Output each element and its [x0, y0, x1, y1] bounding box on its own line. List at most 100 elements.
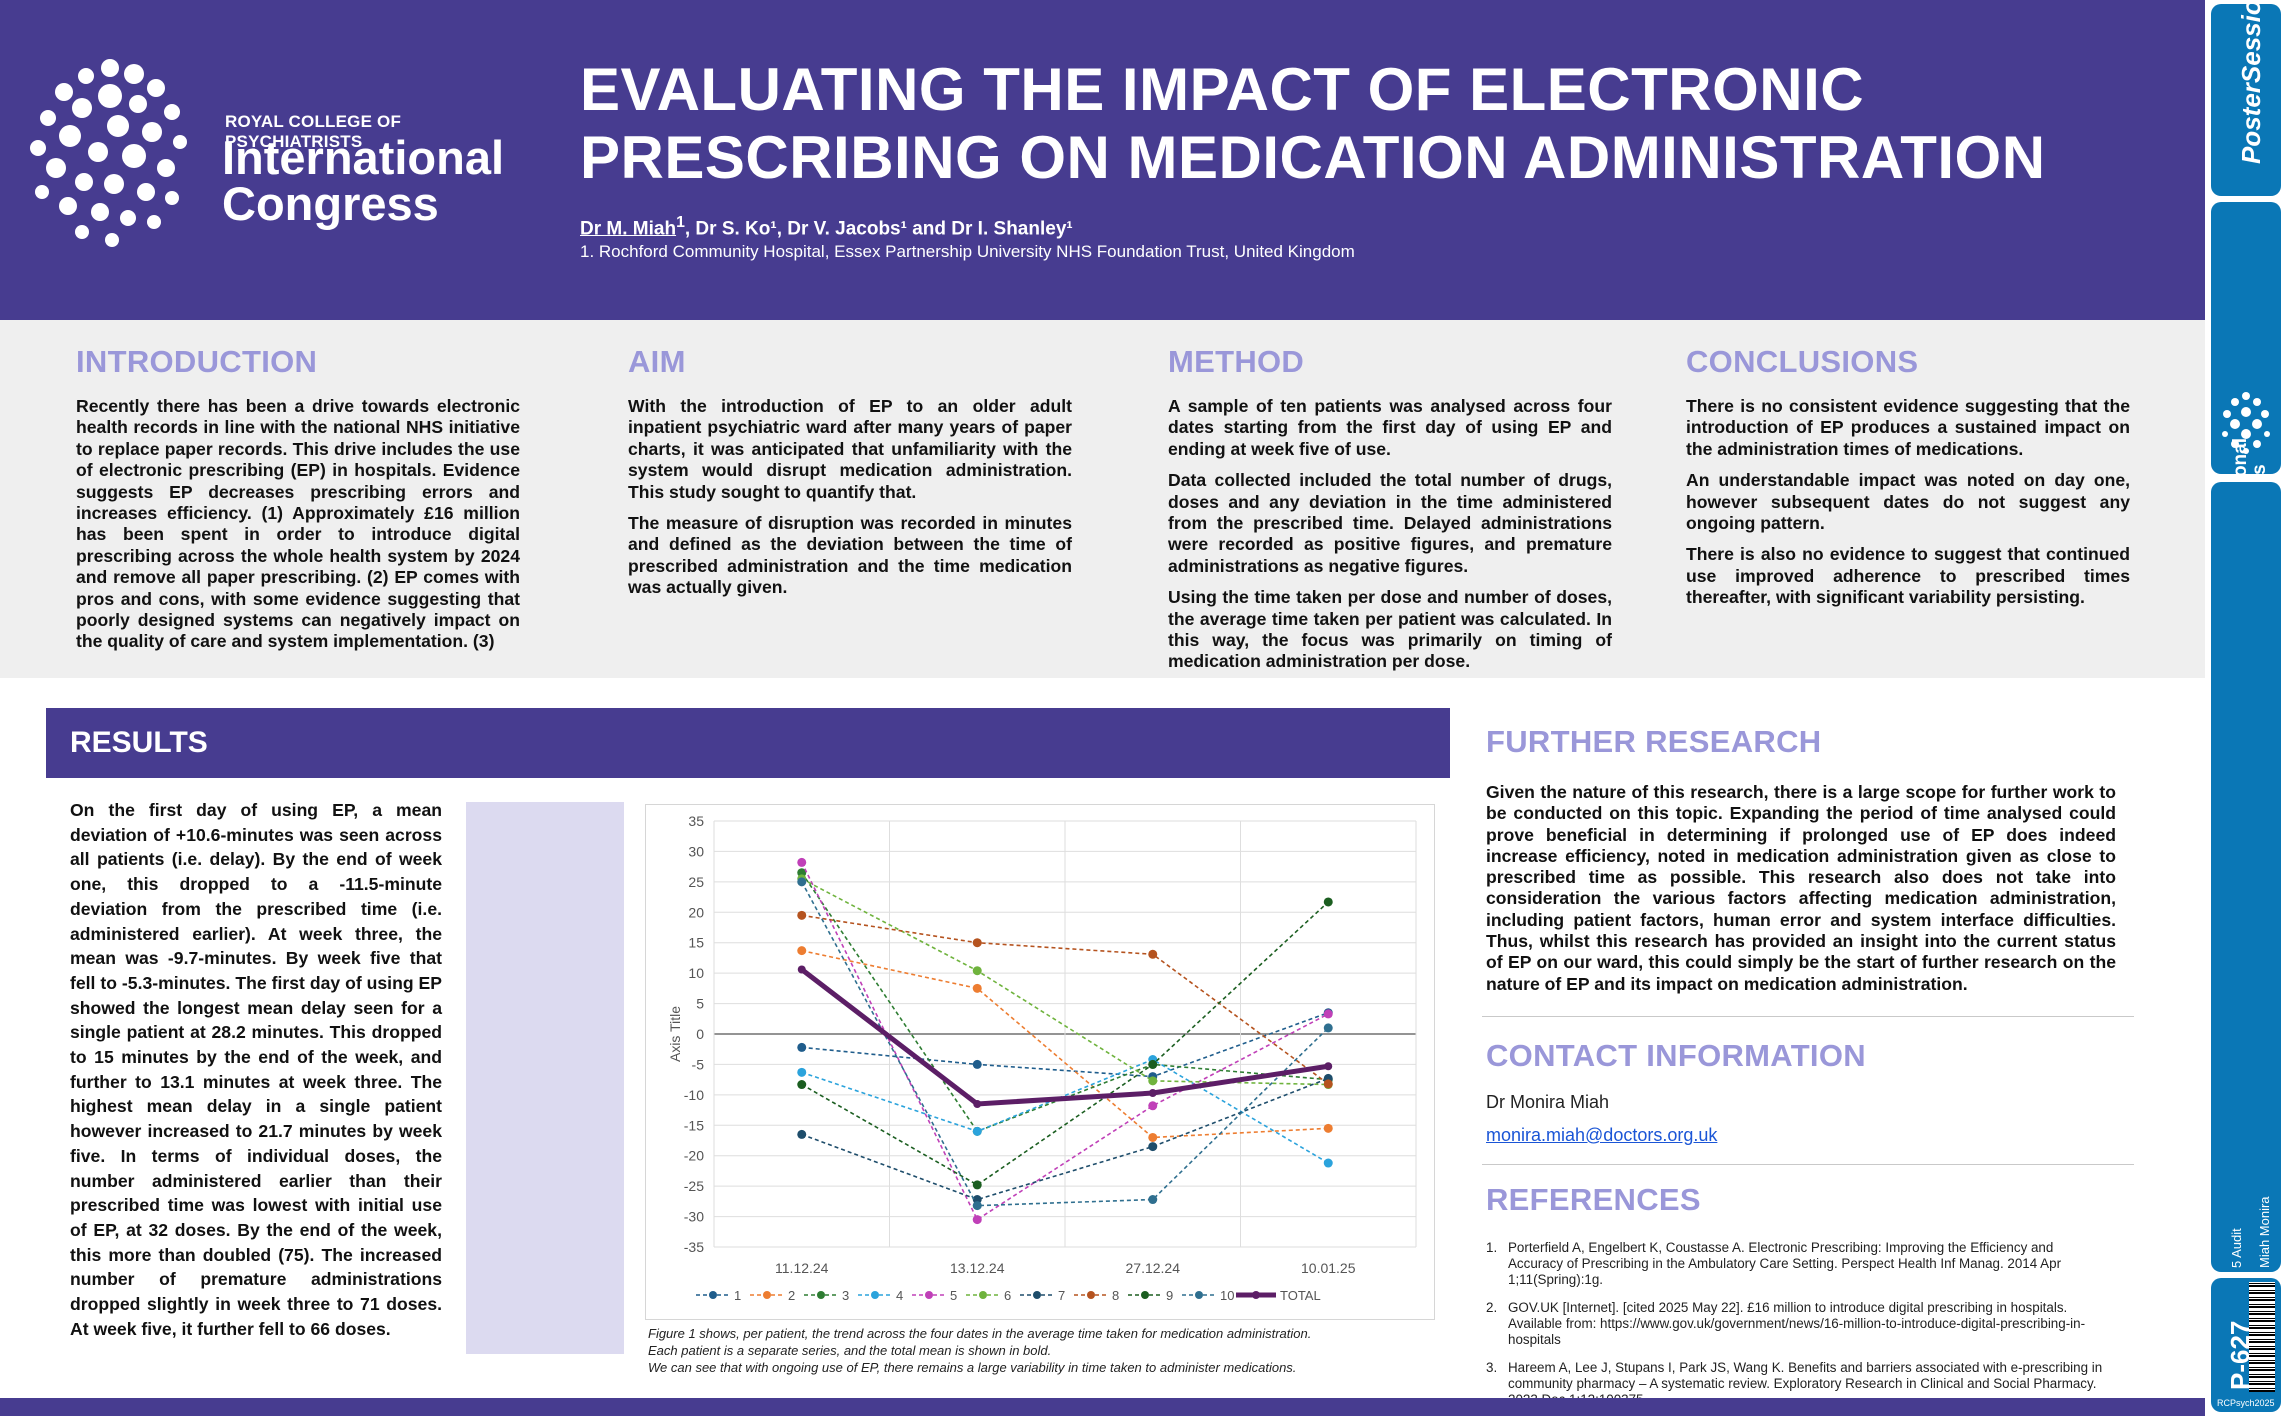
y-tick-label: 20 — [688, 904, 704, 920]
y-tick-label: -35 — [684, 1239, 704, 1255]
contact-section: CONTACT INFORMATION Dr Monira Miah monir… — [1486, 1038, 2116, 1146]
legend-marker — [979, 1291, 987, 1299]
data-point-patient-6 — [972, 966, 982, 976]
y-tick-label: 30 — [688, 843, 704, 859]
series-line-total — [800, 967, 1329, 1107]
divider — [1482, 1016, 2134, 1017]
introduction-heading: INTRODUCTION — [76, 344, 318, 379]
data-point-patient-10 — [1148, 1195, 1158, 1205]
poster-title: EVALUATING THE IMPACT OF ELECTRONIC PRES… — [580, 56, 2180, 192]
poster-session-rail: PosterSessionOnline InternationalCongres… — [2207, 0, 2283, 1416]
y-tick-label: -25 — [684, 1178, 704, 1194]
data-point-patient-5 — [797, 857, 807, 867]
y-axis-title: Axis Title — [667, 1006, 683, 1062]
rail-logo-dots-icon — [2222, 392, 2270, 454]
legend-marker — [817, 1291, 825, 1299]
series-line-patient-5 — [801, 862, 1329, 1221]
method-text-3: Using the time taken per dose and number… — [1168, 587, 1612, 672]
data-point-total — [1148, 1089, 1157, 1098]
series-line-patient-10 — [801, 881, 1329, 1207]
data-point-patient-5 — [972, 1215, 982, 1225]
legend-marker — [1141, 1291, 1149, 1299]
legend-label: 1 — [734, 1288, 741, 1303]
y-tick-label: 35 — [688, 813, 704, 829]
author-list: Dr M. Miah1, Dr S. Ko¹, Dr V. Jacobs¹ an… — [580, 214, 1073, 240]
introduction-text: Recently there has been a drive towards … — [76, 396, 520, 652]
rail-event: RCPsych2025 — [2217, 1398, 2275, 1408]
method-heading: METHOD — [1168, 344, 1305, 379]
results-chart: 35 30 25 20 15 10 5 0 -5 -10 -15 -20 -25 -30 -35 11.12.… — [645, 804, 1435, 1320]
y-tick-label: -30 — [684, 1209, 704, 1225]
reference-text: Porterfield A, Engelbert K, Coustasse A.… — [1508, 1240, 2062, 1287]
figure-caption-2: Each patient is a separate series, and t… — [648, 1343, 1052, 1358]
x-tick-label: 10.01.25 — [1301, 1260, 1356, 1276]
contact-email-link[interactable]: monira.miah@doctors.org.uk — [1486, 1125, 1718, 1145]
y-tick-label: 5 — [696, 996, 704, 1012]
data-point-patient-2 — [1323, 1123, 1333, 1133]
legend-marker — [1087, 1291, 1095, 1299]
rail-segment-meta: 5 Audit Miah Monira — [2211, 482, 2281, 1272]
x-tick-label: 11.12.24 — [775, 1260, 829, 1276]
data-point-patient-9 — [1323, 897, 1333, 907]
data-point-patient-2 — [797, 946, 807, 956]
other-authors: , Dr S. Ko¹, Dr V. Jacobs¹ and Dr I. Sha… — [684, 218, 1073, 240]
legend-label: 6 — [1004, 1288, 1011, 1303]
data-point-patient-9 — [1148, 1059, 1158, 1069]
y-tick-label: -10 — [684, 1087, 704, 1103]
reference-number: 2. — [1486, 1300, 1498, 1315]
legend-marker — [871, 1291, 879, 1299]
legend-label: 10 — [1220, 1288, 1234, 1303]
reference-text: GOV.UK [Internet]. [cited 2025 May 22]. … — [1508, 1300, 2086, 1347]
first-author-affiliation: 1 — [676, 214, 685, 231]
contact-name: Dr Monira Miah — [1486, 1092, 1610, 1112]
poster-session-logo: PosterSessionOnline — [2236, 0, 2266, 164]
figure-caption-3: We can see that with ongoing use of EP, … — [648, 1360, 1297, 1375]
contact-heading: CONTACT INFORMATION — [1486, 1038, 1866, 1073]
introduction-section: INTRODUCTION Recently there has been a d… — [76, 344, 520, 663]
further-research-text: Given the nature of this research, there… — [1486, 782, 2116, 994]
aim-text-1: With the introduction of EP to an older … — [628, 396, 1072, 502]
data-point-patient-9 — [972, 1180, 982, 1190]
logo-title-international: International — [222, 131, 505, 184]
data-point-total — [1324, 1062, 1333, 1071]
reference-item: 1. Porterfield A, Engelbert K, Coustasse … — [1486, 1240, 2111, 1288]
series-line-patient-4 — [801, 1058, 1329, 1164]
first-author: Dr M. Miah — [580, 218, 677, 240]
line-chart-svg: 35302520151050-5-10-15-20-25-30-3511.12.… — [667, 813, 1417, 1303]
results-header-bar: RESULTS — [46, 708, 1450, 778]
divider — [1482, 1164, 2134, 1165]
references-heading: REFERENCES — [1486, 1182, 1701, 1217]
results-text: On the first day of using EP, a mean dev… — [70, 800, 442, 1339]
legend-marker — [1033, 1291, 1041, 1299]
legend-label: 5 — [950, 1288, 957, 1303]
legend-label: TOTAL — [1280, 1288, 1321, 1303]
data-point-patient-9 — [797, 1080, 807, 1090]
y-tick-label: 25 — [688, 874, 704, 890]
legend-label: 2 — [788, 1288, 795, 1303]
data-point-patient-8 — [1323, 1079, 1333, 1089]
x-tick-label: 13.12.24 — [950, 1260, 1005, 1276]
conclusions-heading: CONCLUSIONS — [1686, 344, 1919, 379]
data-point-patient-10 — [972, 1201, 982, 1211]
barcode-icon — [2249, 1282, 2275, 1392]
rcpsych-logo: ROYAL COLLEGE OF PSYCHIATRISTS Internati… — [22, 52, 505, 252]
data-point-patient-4 — [1323, 1158, 1333, 1168]
reference-item: 2. GOV.UK [Internet]. [cited 2025 May 22]… — [1486, 1300, 2111, 1348]
aim-section: AIM With the introduction of EP to an ol… — [628, 344, 1072, 609]
reference-number: 3. — [1486, 1360, 1498, 1375]
series-line-patient-6 — [801, 878, 1329, 1086]
data-point-patient-4 — [797, 1067, 807, 1077]
bottom-bar — [0, 1398, 2205, 1416]
conclusions-text-1: There is no consistent evidence suggesti… — [1686, 396, 2130, 459]
aim-heading: AIM — [628, 344, 686, 379]
data-point-patient-1 — [797, 1042, 807, 1052]
method-text-2: Data collected included the total number… — [1168, 470, 1612, 576]
conclusions-section: CONCLUSIONS There is no consistent evide… — [1686, 344, 2130, 619]
rail-author: Miah Monira — [2257, 1196, 2272, 1268]
legend-label: 7 — [1058, 1288, 1065, 1303]
data-point-total — [973, 1099, 982, 1108]
references-section: REFERENCES 1. Porterfield A, Engelbert K,… — [1486, 1182, 2116, 1416]
data-point-patient-2 — [1148, 1132, 1158, 1142]
legend-label: 3 — [842, 1288, 849, 1303]
data-point-patient-2 — [972, 983, 982, 993]
